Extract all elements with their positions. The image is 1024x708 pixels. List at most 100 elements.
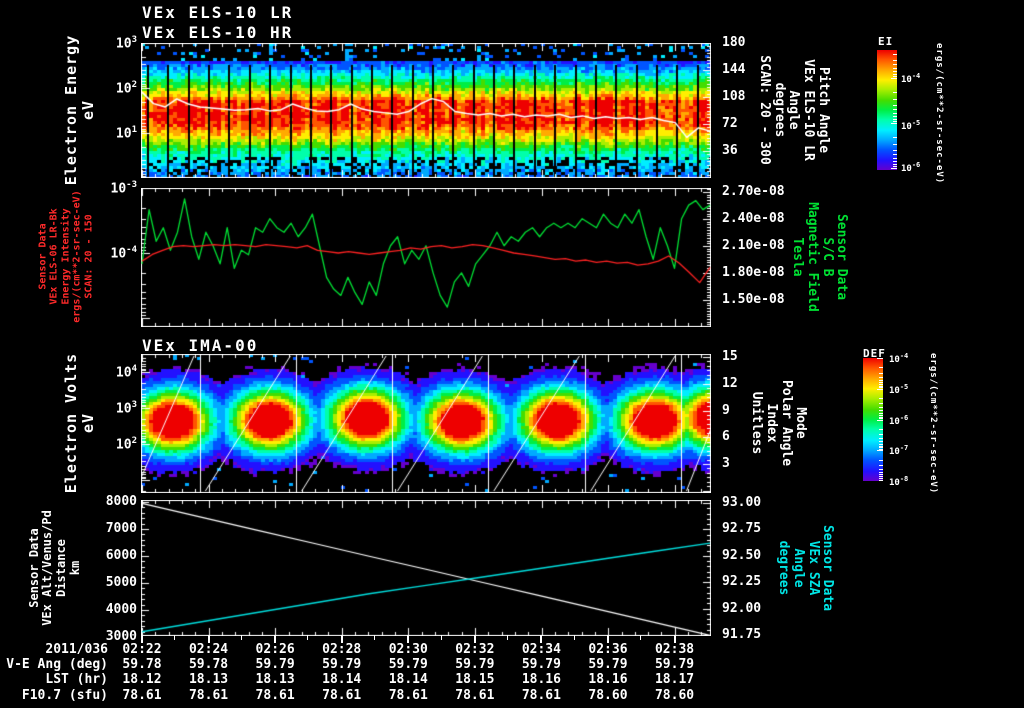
colorbar-tick-mark [879, 381, 883, 383]
colorbar-tick-mark [891, 168, 897, 169]
axis-label-line: Sensor Data [820, 524, 836, 612]
colorbar-tick-mark [879, 410, 883, 412]
axis-label-line: VEx ELS-10 LR [801, 59, 817, 161]
y-tick-label: 8000 [105, 494, 137, 509]
y-tick-label: 4000 [105, 602, 137, 617]
colorbar-tick-mark [893, 165, 897, 167]
table-value: 59.78 [188, 657, 229, 672]
time-tick-label: 02:22 [122, 642, 162, 657]
colorbar-tick-mark [893, 113, 897, 115]
table-value: 59.79 [521, 657, 561, 672]
colorbar-tick-mark [893, 54, 897, 56]
axis-label-line: degrees [771, 82, 787, 138]
right-axis-tick-label: 92.75 [722, 521, 762, 537]
intensity-bfield-lineplot-canvas [141, 188, 711, 327]
time-tick-label: 02:30 [388, 642, 428, 657]
axis-label-line: Distance [54, 539, 68, 597]
table-value: 18.12 [122, 672, 162, 688]
colorbar-tick-mark [879, 476, 883, 478]
axis-label-line: Pitch Angle [815, 66, 831, 154]
table-value: 78.61 [255, 687, 295, 703]
time-tick-mark [274, 635, 277, 643]
time-tick-mark [207, 635, 210, 643]
axis-label-line: Tesla [790, 237, 806, 277]
colorbar-tick-mark [879, 479, 883, 481]
axis-label-line: Polar Angle [778, 379, 794, 467]
colorbar-tick-mark [891, 123, 897, 124]
colorbar-tick-mark [879, 445, 883, 447]
table-row-label: V-E Ang (deg) [6, 657, 108, 672]
axis-label-line: km [67, 560, 82, 576]
right-axis-tick-label: 93.00 [722, 495, 762, 510]
colorbar-tick-label: 10-7 [889, 444, 909, 457]
right-axis-tick-label: 3 [722, 456, 730, 471]
colorbar-tick-mark [879, 367, 883, 369]
colorbar-ei-title: EI [878, 35, 894, 48]
right-axis-tick-label: 91.75 [722, 627, 762, 642]
time-tick-mark [440, 635, 442, 640]
colorbar-tick-mark [879, 434, 883, 436]
axis-label-line: VEx Alt/Venus/Pd [40, 510, 55, 626]
bfield-right-axis-label: Sensor Data S/C B Magnetic Field Tesla [789, 177, 849, 337]
axis-label-line: VEx SZA [805, 540, 821, 596]
time-tick-label: 02:26 [255, 642, 295, 657]
table-value: 78.60 [588, 687, 628, 703]
right-axis-tick-label: 9 [722, 402, 730, 418]
right-axis-tick-label: 92.00 [722, 600, 762, 616]
colorbar-tick-mark [893, 73, 897, 75]
colorbar-def-title: DEF [863, 347, 886, 360]
colorbar-tick-mark [893, 118, 897, 120]
right-axis-tick-label: 6 [722, 429, 730, 445]
table-value: 59.79 [388, 657, 428, 672]
table-value: 18.13 [255, 672, 295, 688]
colorbar-tick-mark [879, 403, 883, 405]
right-axis-tick-label: 1.80e-08 [722, 265, 785, 280]
colorbar-tick-mark [893, 68, 897, 70]
right-axis-tick-label: 92.50 [722, 547, 762, 563]
colorbar-tick-label: 10-6 [889, 414, 909, 427]
y-tick-label: 10-4 [110, 245, 138, 262]
date-label: 2011/036 [45, 642, 108, 657]
table-value: 59.79 [654, 657, 695, 672]
axis-label-line: SCAN: 20 - 300 [756, 55, 772, 165]
colorbar-tick-label: 10-5 [889, 383, 909, 396]
colorbar-tick-label: 10-5 [901, 119, 921, 132]
colorbar-tick-mark [877, 358, 883, 359]
time-tick-label: 02:38 [654, 642, 695, 657]
time-tick-label: 02:36 [588, 642, 628, 657]
time-tick-mark [374, 635, 375, 640]
colorbar-tick-mark [879, 443, 883, 445]
colorbar-tick-mark [879, 474, 883, 476]
table-value: 18.15 [455, 672, 495, 688]
colorbar-tick-mark [879, 414, 883, 416]
colorbar-ei-gradient [877, 50, 897, 170]
y-tick-label: 102 [115, 436, 137, 453]
colorbar-tick-mark [893, 154, 897, 156]
right-axis-tick-label: 2.10e-08 [722, 238, 785, 253]
y-tick-label: 6000 [105, 548, 137, 563]
right-axis-tick-label: 15 [722, 349, 738, 364]
table-value: 18.17 [654, 672, 695, 688]
axis-label-line: Energy Intensity [60, 208, 72, 305]
colorbar-tick-mark [877, 450, 883, 452]
sza-right-axis-label: Sensor Data VEx SZA Angle degrees [775, 488, 835, 648]
axis-label-line: S/C B [819, 237, 835, 277]
table-value: 18.13 [188, 672, 229, 688]
time-tick-mark [307, 635, 309, 640]
colorbar-tick-mark [879, 376, 883, 378]
time-tick-mark [240, 635, 242, 640]
y-tick-label: 10-3 [110, 180, 138, 197]
colorbar-tick-mark [879, 428, 883, 430]
colorbar-tick-mark [893, 91, 897, 93]
right-axis-tick-label: 12 [722, 375, 738, 391]
colorbar-tick-mark [893, 116, 897, 118]
right-axis-tick-label: 36 [722, 143, 738, 158]
colorbar-tick-mark [893, 150, 897, 152]
right-axis-tick-label: 144 [722, 62, 746, 77]
colorbar-tick-mark [877, 419, 883, 421]
colorbar-tick-mark [879, 398, 883, 400]
right-axis-tick-label: 180 [722, 35, 746, 50]
colorbar-tick-mark [879, 447, 883, 449]
colorbar-tick-mark [879, 471, 883, 473]
